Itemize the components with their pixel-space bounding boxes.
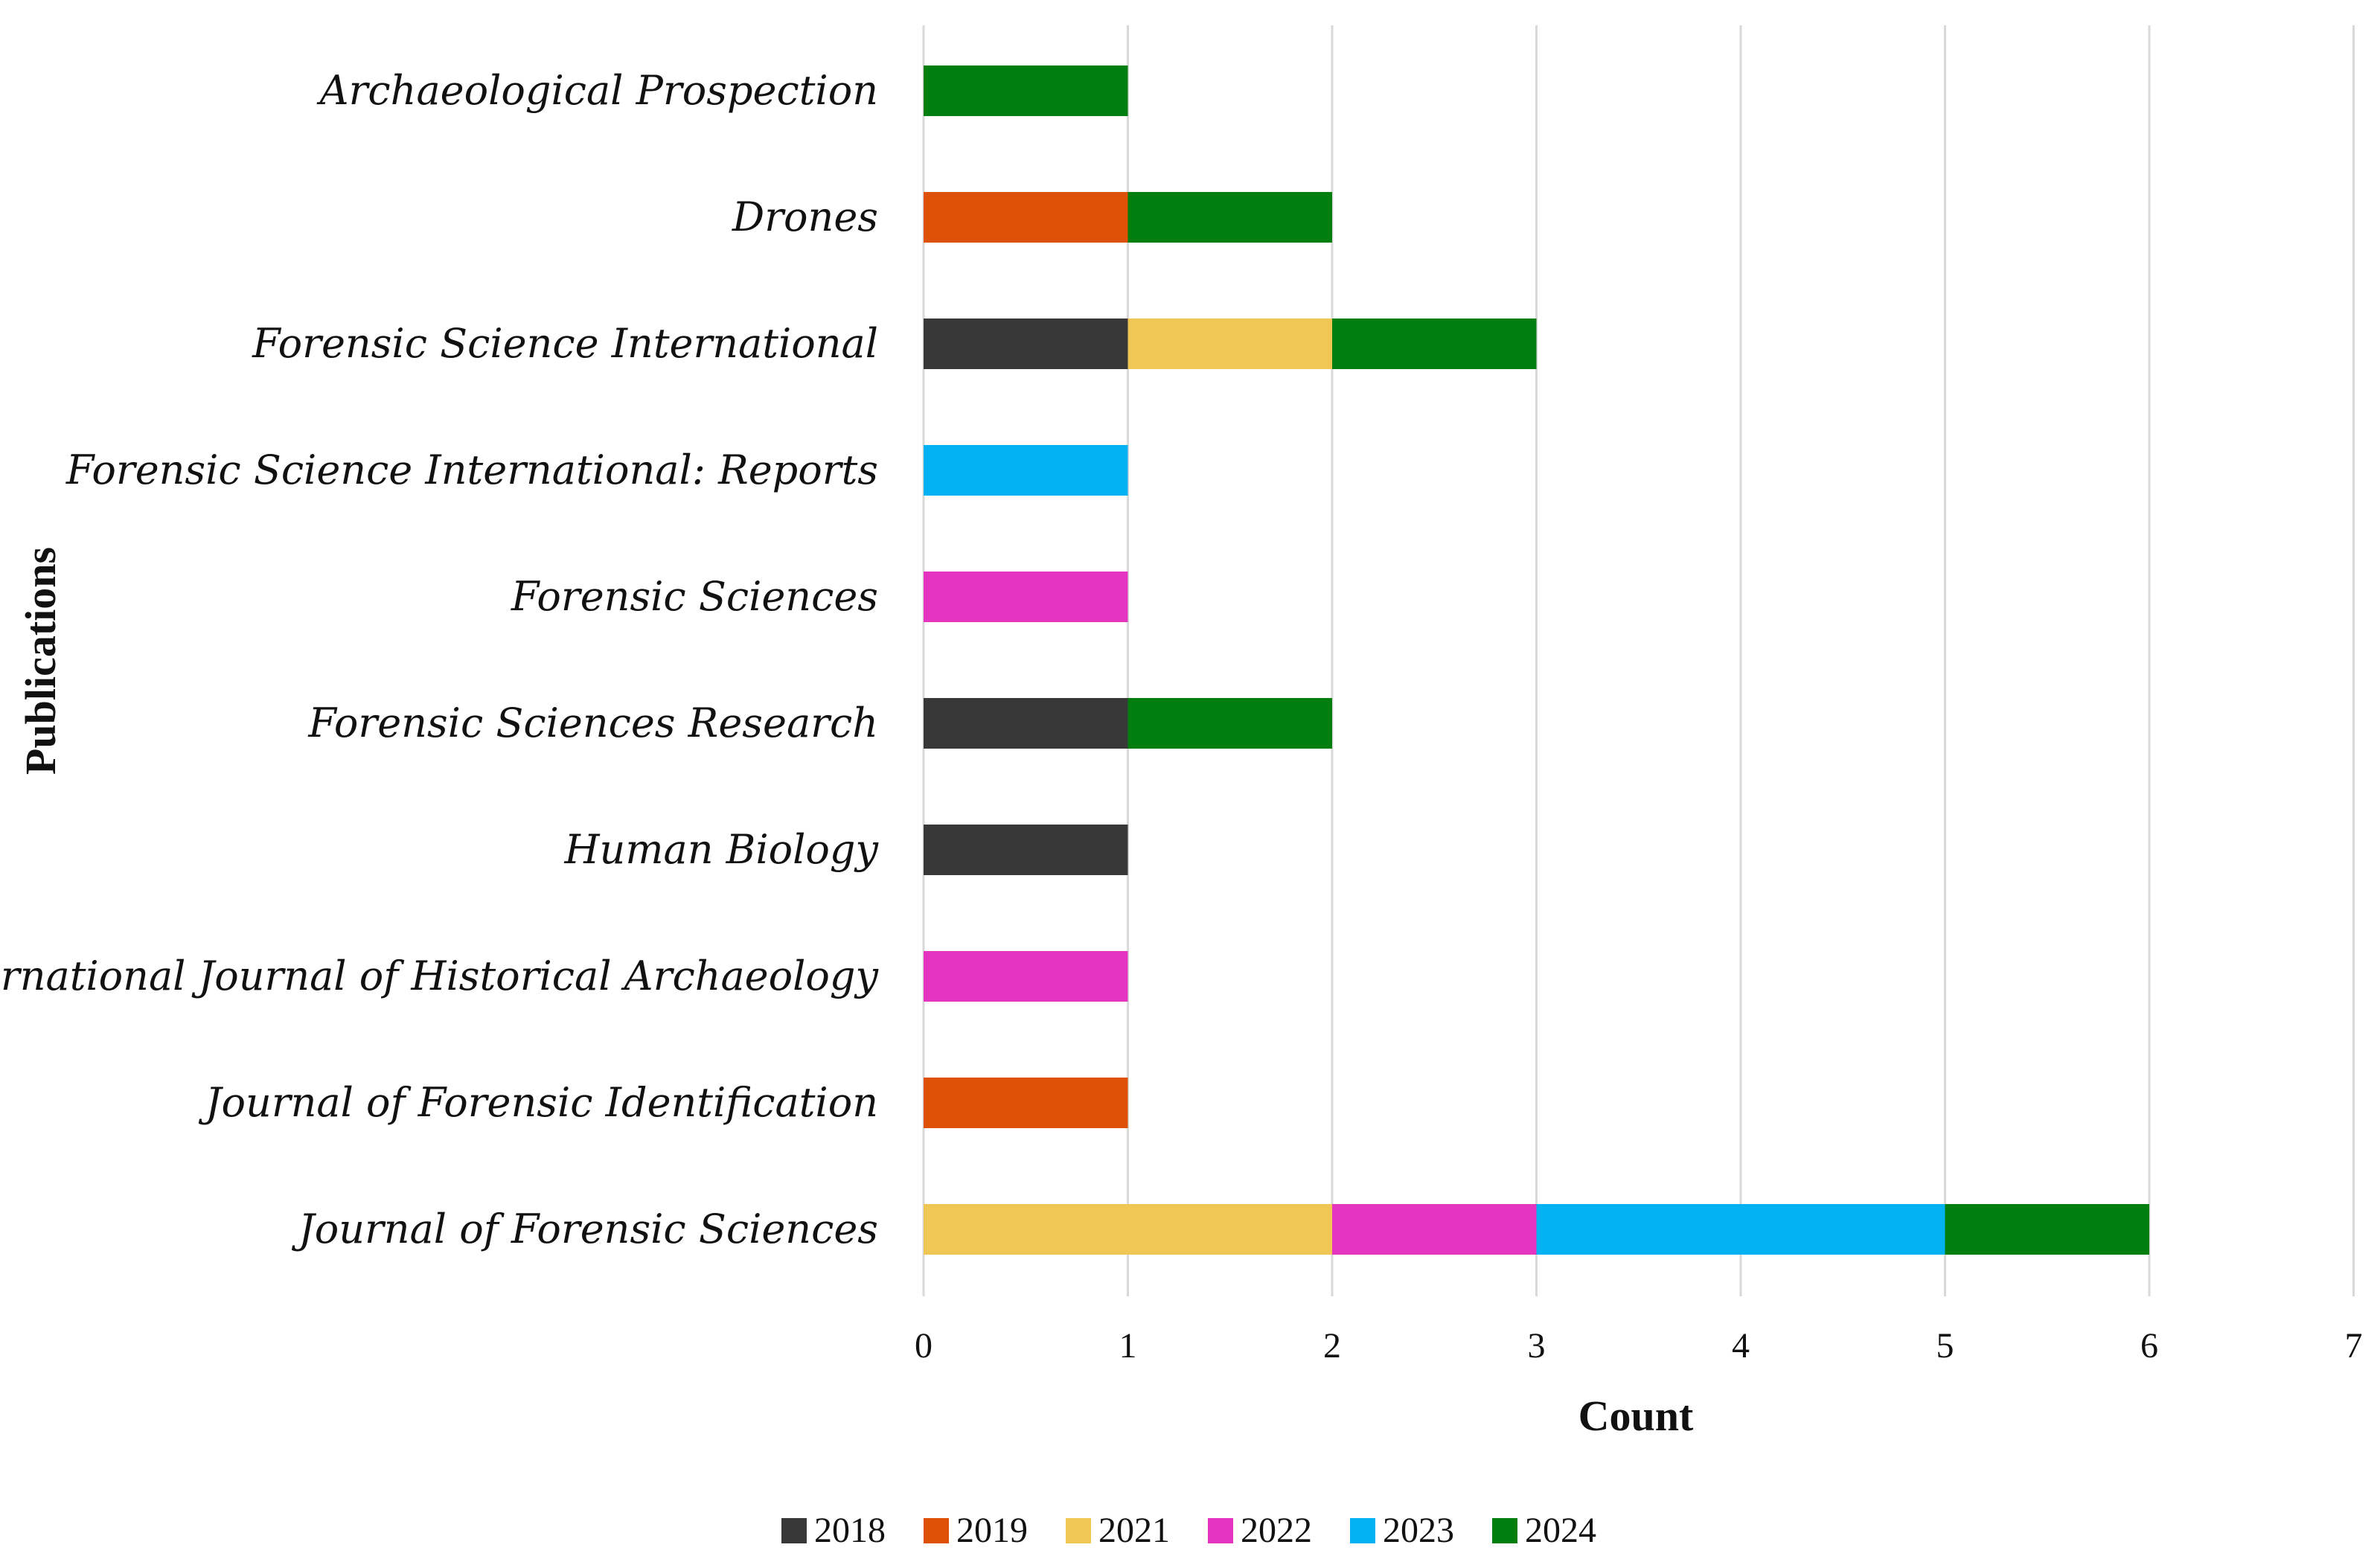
x-tick-label: 6 xyxy=(2140,1326,2158,1366)
legend: 2018 2019 2021 2022 2023 2024 xyxy=(781,1511,1596,1550)
category-label: Drones xyxy=(732,193,878,240)
category-label: Forensic Science International: Reports xyxy=(65,446,878,493)
bar-segment-2024 xyxy=(1332,319,1537,369)
bar-segment-2021 xyxy=(924,1204,1332,1255)
x-tick-labels: 0 1 2 3 4 5 6 7 xyxy=(915,1326,2363,1366)
legend-item-2022: 2022 xyxy=(1208,1511,1312,1550)
bar-segment-2024 xyxy=(1945,1204,2149,1255)
category-labels: Archaeological Prospection Drones Forensic… xyxy=(0,67,879,1252)
bar-segment-2019 xyxy=(924,1078,1128,1128)
category-label: Forensic Sciences xyxy=(511,573,878,620)
bar-segment-2021 xyxy=(1127,319,1332,369)
bar-segment-2022 xyxy=(924,951,1128,1002)
bar-segment-2024 xyxy=(924,65,1128,116)
category-label: Archaeological Prospection xyxy=(316,67,878,114)
x-axis-title: Count xyxy=(1578,1392,1694,1440)
x-tick-label: 2 xyxy=(1323,1326,1341,1366)
legend-label: 2022 xyxy=(1241,1511,1312,1550)
legend-swatch xyxy=(924,1518,949,1543)
legend-swatch xyxy=(781,1518,807,1543)
legend-item-2024: 2024 xyxy=(1492,1511,1596,1550)
y-axis-title: Publications xyxy=(16,547,65,775)
x-tick-label: 4 xyxy=(1732,1326,1750,1366)
legend-item-2023: 2023 xyxy=(1350,1511,1454,1550)
x-tick-label: 0 xyxy=(915,1326,933,1366)
bar-segment-2018 xyxy=(924,319,1128,369)
category-label: Human Biology xyxy=(563,826,879,873)
bar-segment-2023 xyxy=(924,445,1128,496)
bar-segment-2022 xyxy=(1332,1204,1537,1255)
bar-segment-2018 xyxy=(924,698,1128,749)
bar-segment-2019 xyxy=(924,192,1128,243)
bars xyxy=(924,65,2149,1255)
legend-label: 2024 xyxy=(1525,1511,1596,1550)
category-label: Forensic Sciences Research xyxy=(307,700,878,746)
legend-label: 2019 xyxy=(956,1511,1028,1550)
bar-segment-2024 xyxy=(1127,698,1332,749)
x-tick-label: 7 xyxy=(2345,1326,2363,1366)
legend-swatch xyxy=(1208,1518,1233,1543)
x-tick-label: 5 xyxy=(1936,1326,1954,1366)
legend-swatch xyxy=(1350,1518,1375,1543)
bar-segment-2018 xyxy=(924,825,1128,875)
category-label: Journal of Forensic Identification xyxy=(198,1079,878,1126)
legend-item-2019: 2019 xyxy=(924,1511,1028,1550)
legend-label: 2023 xyxy=(1383,1511,1454,1550)
category-label: Forensic Science International xyxy=(252,320,878,367)
legend-label: 2021 xyxy=(1098,1511,1170,1550)
legend-item-2018: 2018 xyxy=(781,1511,886,1550)
legend-swatch xyxy=(1492,1518,1517,1543)
bar-segment-2024 xyxy=(1127,192,1332,243)
x-tick-label: 3 xyxy=(1528,1326,1546,1366)
category-label: Journal of Forensic Sciences xyxy=(291,1206,878,1252)
bar-segment-2022 xyxy=(924,572,1128,622)
bar-segment-2023 xyxy=(1536,1204,1945,1255)
category-label: International Journal of Historical Arch… xyxy=(0,953,879,999)
x-tick-label: 1 xyxy=(1119,1326,1137,1366)
legend-label: 2018 xyxy=(814,1511,886,1550)
legend-swatch xyxy=(1066,1518,1091,1543)
legend-item-2021: 2021 xyxy=(1066,1511,1170,1550)
